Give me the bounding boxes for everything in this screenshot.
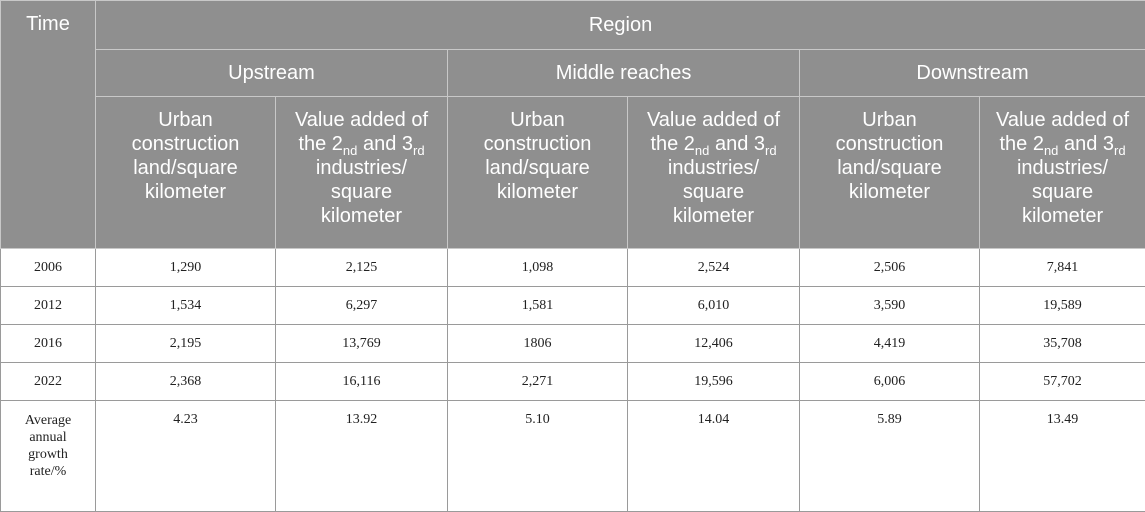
table-row: 2016 2,195 13,769 1806 12,406 4,419 35,7…: [1, 325, 1145, 363]
table-cell: 14.04: [628, 401, 800, 512]
table-cell: 13.92: [276, 401, 448, 512]
table-cell: 35,708: [980, 325, 1145, 363]
table-cell: 1,534: [96, 287, 276, 325]
table-cell: 12,406: [628, 325, 800, 363]
header-downstream: Downstream: [800, 50, 1145, 97]
table-cell: 1,098: [448, 249, 628, 287]
table-cell: 2,271: [448, 363, 628, 401]
header-region: Region: [96, 1, 1145, 50]
table-cell: 1,581: [448, 287, 628, 325]
table-cell: 19,596: [628, 363, 800, 401]
table-cell: 19,589: [980, 287, 1145, 325]
table-cell: 5.89: [800, 401, 980, 512]
table-row: 2012 1,534 6,297 1,581 6,010 3,590 19,58…: [1, 287, 1145, 325]
table-cell: 13,769: [276, 325, 448, 363]
table-cell: 2,524: [628, 249, 800, 287]
table-cell: 16,116: [276, 363, 448, 401]
table-cell: 6,006: [800, 363, 980, 401]
row-time: 2012: [1, 287, 96, 325]
row-time: 2006: [1, 249, 96, 287]
table-cell: 6,297: [276, 287, 448, 325]
table-row: 2006 1,290 2,125 1,098 2,524 2,506 7,841: [1, 249, 1145, 287]
table-cell: 1,290: [96, 249, 276, 287]
table-cell: 2,195: [96, 325, 276, 363]
table-cell: 57,702: [980, 363, 1145, 401]
row-time: 2022: [1, 363, 96, 401]
header-time: Time: [1, 1, 96, 249]
row-time: 2016: [1, 325, 96, 363]
table-cell: 7,841: [980, 249, 1145, 287]
header-upstream: Upstream: [96, 50, 448, 97]
header-middle-reaches: Middle reaches: [448, 50, 800, 97]
table-cell: 3,590: [800, 287, 980, 325]
table-row: 2022 2,368 16,116 2,271 19,596 6,006 57,…: [1, 363, 1145, 401]
table-cell: 2,368: [96, 363, 276, 401]
table-cell: 4.23: [96, 401, 276, 512]
table-cell: 1806: [448, 325, 628, 363]
table-cell: 2,125: [276, 249, 448, 287]
table-cell: 4,419: [800, 325, 980, 363]
table-cell: 5.10: [448, 401, 628, 512]
table-cell: 2,506: [800, 249, 980, 287]
table-cell: 13.49: [980, 401, 1145, 512]
table-cell: 6,010: [628, 287, 800, 325]
